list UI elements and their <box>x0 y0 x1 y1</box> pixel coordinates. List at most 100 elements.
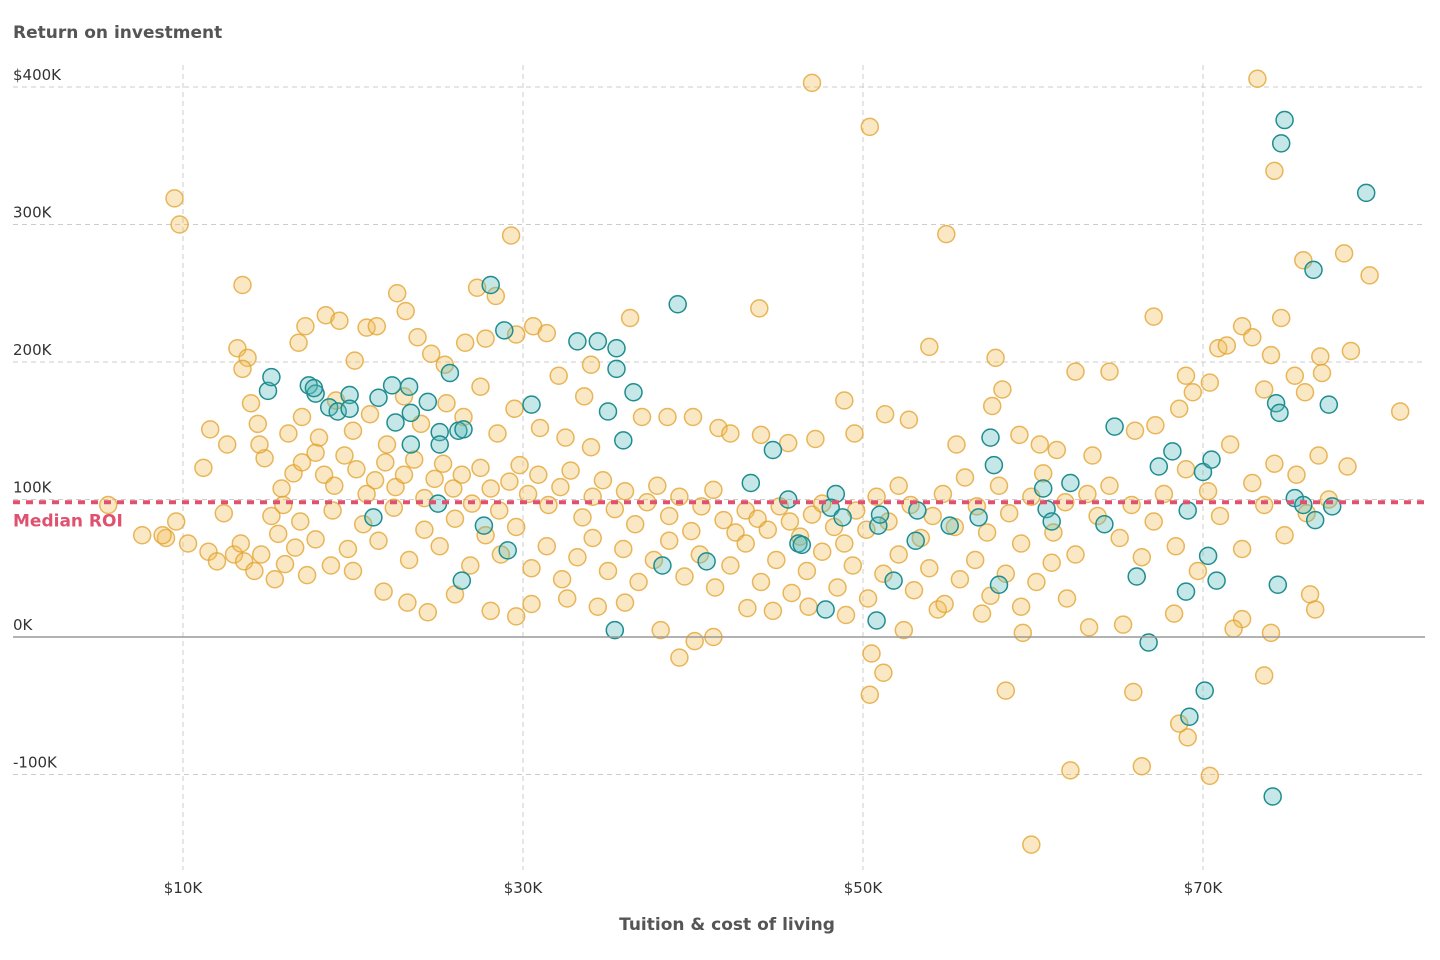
orange-point <box>1154 484 1174 504</box>
orange-point <box>1265 454 1284 473</box>
orange-point <box>552 570 572 589</box>
teal-point <box>870 505 890 524</box>
teal-point <box>1268 575 1288 594</box>
orange-point <box>1122 495 1141 515</box>
orange-point <box>399 550 419 570</box>
orange-point <box>1030 435 1050 454</box>
teal-point <box>984 455 1004 475</box>
teal-point <box>1176 582 1196 601</box>
orange-point <box>1010 425 1029 445</box>
orange-point <box>583 528 602 548</box>
orange-point <box>1125 421 1145 440</box>
orange-point <box>98 495 118 515</box>
orange-point <box>488 424 507 443</box>
teal-point <box>399 377 419 396</box>
orange-point <box>1042 553 1061 572</box>
teal-point <box>1139 633 1158 652</box>
orange-point <box>598 561 618 581</box>
orange-point <box>685 631 704 651</box>
orange-point <box>500 472 519 491</box>
y-tick-label: 300K <box>13 204 53 222</box>
orange-point <box>272 479 291 498</box>
orange-point <box>799 597 818 616</box>
orange-point <box>394 387 414 406</box>
teal-point <box>867 611 886 630</box>
orange-point <box>860 117 880 137</box>
orange-point <box>1083 446 1102 465</box>
orange-point <box>690 545 710 564</box>
orange-point <box>437 394 456 413</box>
orange-point <box>1220 435 1240 454</box>
orange-point <box>862 644 881 663</box>
teal-point <box>401 435 421 454</box>
orange-point <box>486 286 506 306</box>
teal-point <box>481 275 500 295</box>
orange-point <box>306 530 325 549</box>
teal-point <box>1294 495 1313 515</box>
orange-point <box>1224 619 1243 638</box>
orange-point <box>274 495 293 515</box>
orange-point <box>1066 545 1085 564</box>
orange-point <box>369 531 388 550</box>
x-tick-label: $70K <box>1184 879 1224 897</box>
orange-point <box>471 377 490 396</box>
teal-point <box>1127 567 1146 586</box>
orange-point <box>384 498 404 517</box>
orange-point <box>430 537 449 556</box>
orange-point <box>1176 460 1196 479</box>
orange-point <box>899 410 919 429</box>
orange-point <box>1200 373 1220 392</box>
teal-point <box>908 501 927 520</box>
orange-point <box>376 453 395 472</box>
orange-point <box>1022 835 1041 854</box>
orange-point <box>505 399 524 418</box>
orange-point <box>947 435 966 454</box>
orange-point <box>658 407 677 427</box>
teal-point <box>430 435 449 454</box>
orange-point <box>207 552 227 571</box>
orange-point <box>620 308 640 328</box>
orange-point <box>911 528 931 548</box>
orange-point <box>343 421 363 440</box>
teal-point <box>833 508 852 527</box>
orange-point <box>279 424 298 443</box>
orange-point <box>1341 341 1361 361</box>
orange-point <box>510 455 529 475</box>
teal-point <box>495 321 514 340</box>
median-roi-label: Median ROI <box>13 511 123 531</box>
orange-point <box>1200 766 1220 786</box>
orange-point <box>1011 534 1031 553</box>
orange-point <box>224 545 244 564</box>
orange-point <box>860 685 880 704</box>
orange-point <box>238 348 257 368</box>
orange-point <box>632 407 652 427</box>
orange-point <box>1295 383 1315 402</box>
orange-point <box>325 476 344 495</box>
orange-point <box>421 344 441 363</box>
orange-point <box>501 226 521 245</box>
y-tick-label: $400K <box>13 66 62 84</box>
orange-point <box>321 556 341 575</box>
orange-point <box>920 559 939 578</box>
orange-point <box>1100 476 1119 495</box>
orange-point <box>1061 761 1080 780</box>
teal-point <box>418 392 438 412</box>
orange-point <box>268 524 288 544</box>
orange-point <box>291 512 310 531</box>
orange-point <box>408 328 427 347</box>
orange-point <box>982 396 1002 416</box>
orange-point <box>556 428 575 447</box>
orange-point <box>1013 623 1033 643</box>
orange-point <box>297 565 317 585</box>
teal-point <box>1042 512 1061 531</box>
orange-point <box>1254 495 1274 515</box>
orange-point <box>481 479 500 498</box>
orange-point <box>506 325 526 344</box>
orange-point <box>721 424 740 443</box>
teal-point <box>816 600 835 619</box>
orange-point <box>965 550 985 570</box>
orange-point <box>986 348 1005 368</box>
teal-point <box>940 516 959 535</box>
orange-point <box>802 73 822 93</box>
